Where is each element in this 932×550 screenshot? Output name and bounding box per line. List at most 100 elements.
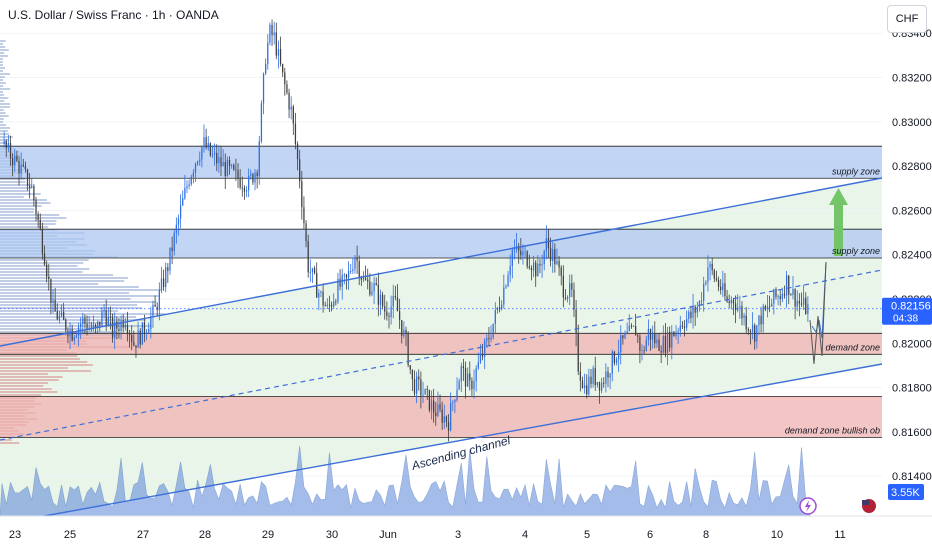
candle-body [277, 49, 280, 56]
candle-body [211, 154, 214, 156]
candle-body [139, 330, 141, 345]
candle-body [566, 296, 569, 299]
candle-body [220, 157, 222, 167]
profile-bar [0, 178, 26, 180]
profile-bar [0, 199, 47, 201]
profile-bar [0, 181, 26, 183]
candle-body [796, 300, 798, 307]
candle-body [16, 155, 18, 162]
profile-bar [0, 55, 8, 57]
candle-body [111, 317, 114, 338]
candle-body [309, 271, 311, 273]
profile-bar [0, 376, 63, 378]
candle-body [424, 388, 426, 395]
y-tick-label: 0.81400 [892, 471, 932, 483]
profile-bar [0, 82, 6, 84]
candle-body [643, 350, 645, 352]
candle-body [726, 296, 728, 302]
y-tick-label: 0.82400 [892, 250, 932, 262]
candle-body [258, 141, 260, 176]
candle-body [696, 306, 698, 313]
candle-body [50, 278, 52, 303]
candle-body [785, 275, 788, 296]
profile-bar [0, 76, 5, 78]
candle-body [541, 264, 543, 266]
projection-zigzag [809, 261, 827, 365]
candle-body [409, 365, 411, 370]
time-axis: 23 25 27 28 29 30 Jun 3 4 5 6 8 10 11 [0, 497, 932, 550]
candle-body [439, 404, 441, 410]
candle-body [301, 181, 303, 208]
x-tick-label: 11 [834, 529, 845, 541]
candle-body [26, 169, 29, 186]
channel-lower-line [0, 363, 883, 525]
candle-body [586, 385, 588, 395]
candle-body [694, 306, 696, 313]
profile-bar [0, 226, 49, 228]
candle-body [41, 229, 44, 254]
x-tick-label: Jun [379, 529, 397, 541]
candle-body [562, 275, 564, 298]
candle-body [105, 310, 107, 326]
candle-body [188, 184, 190, 187]
profile-bar [0, 58, 3, 60]
candle-body [537, 263, 539, 277]
profile-bar [0, 187, 32, 189]
candle-body [794, 289, 796, 307]
candle-body [358, 261, 360, 278]
candle-body [299, 159, 301, 182]
candle-body [92, 324, 95, 329]
profile-bar [0, 358, 81, 360]
profile-bar [0, 202, 51, 204]
candle-body [475, 368, 477, 382]
candle-body [260, 103, 263, 142]
candle-body [94, 324, 97, 328]
candle-body [135, 345, 137, 348]
candle-body [192, 172, 195, 177]
candle-body [775, 289, 777, 297]
candle-body [398, 311, 401, 321]
profile-bar [0, 97, 9, 99]
x-tick-label: 10 [771, 529, 783, 541]
volume-area [0, 446, 811, 517]
candle-body [56, 311, 58, 320]
candle-body [35, 200, 37, 215]
candle-body [405, 329, 407, 335]
candle-body [666, 331, 669, 353]
candle-body [294, 123, 297, 144]
candle-body [798, 300, 801, 304]
candle-body [639, 336, 641, 351]
candle-body [703, 284, 705, 301]
profile-bar [0, 214, 60, 216]
candle-body [369, 281, 371, 295]
candle-body [224, 161, 226, 176]
supply-zone [0, 146, 882, 179]
candle-body [571, 283, 573, 290]
profile-bar [0, 130, 8, 132]
profile-bar [0, 94, 4, 96]
candle-body [698, 301, 701, 307]
profile-bar [0, 85, 4, 87]
candle-body [611, 351, 613, 374]
candle-body [552, 249, 554, 262]
us-flag-canton [862, 500, 869, 505]
candle-body [462, 366, 465, 369]
profile-bar [0, 328, 83, 330]
target-arrow-shaft [834, 202, 843, 256]
profile-bar [0, 268, 90, 270]
candle-body [520, 250, 522, 256]
currency-unit-button[interactable]: CHF [887, 5, 927, 33]
candle-body [371, 291, 373, 295]
profile-bar [0, 385, 44, 387]
candle-body [305, 223, 307, 242]
candle-body [715, 278, 718, 281]
candle-body [124, 324, 126, 328]
candle-body [235, 169, 237, 171]
candle-body [781, 293, 783, 300]
profile-bar [0, 190, 29, 192]
candle-body [709, 263, 711, 268]
candle-body [296, 143, 299, 160]
candle-body [241, 187, 243, 189]
candle-body [460, 366, 462, 382]
candle-body [783, 293, 786, 296]
